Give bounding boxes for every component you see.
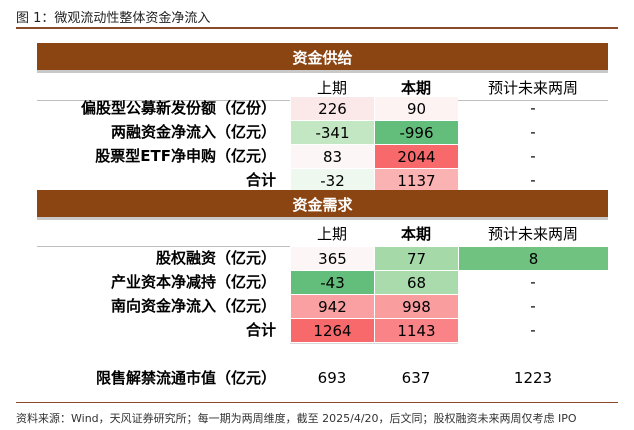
table-row: 南向资金净流入（亿元） 942 998 - (37, 294, 608, 318)
row-label: 合计 (245, 321, 276, 339)
row-label: 偏股型公募新发份额（亿份） (80, 99, 276, 117)
curr-value: 1143 (374, 318, 458, 342)
prev-value: 942 (290, 294, 374, 318)
unlock-prev: 693 (317, 369, 347, 387)
demand-bottom-rule (290, 343, 458, 344)
row-label: 股权融资（亿元） (155, 249, 276, 267)
prev-value: 1264 (290, 318, 374, 342)
curr-value: 90 (374, 96, 458, 120)
demand-header-forecast: 预计未来两周 (487, 225, 578, 243)
demand-section-bar: 资金需求 (37, 190, 608, 220)
prev-value: 226 (290, 96, 374, 120)
forecast-value: - (530, 171, 536, 189)
supply-section-bar: 资金供给 (37, 43, 608, 73)
prev-value: -43 (290, 270, 374, 294)
demand-header-prev: 上期 (316, 225, 347, 243)
supply-header-prev: 上期 (316, 79, 347, 97)
forecast-value: - (530, 147, 536, 165)
curr-value: 998 (374, 294, 458, 318)
supply-header-curr: 本期 (400, 79, 431, 97)
supply-header-forecast: 预计未来两周 (487, 79, 578, 97)
figure-title: 图 1：微观流动性整体资金净流入 (16, 11, 211, 26)
top-rule (16, 27, 618, 29)
unlock-row: 限售解禁流通市值（亿元） 693 637 1223 (37, 366, 608, 390)
source-note: 资料来源：Wind，天风证券研究所；每一期为两周维度，截至 2025/4/20，… (16, 412, 577, 425)
unlock-forecast: 1223 (513, 369, 553, 387)
forecast-value: - (530, 99, 536, 117)
row-label: 股票型ETF净申购（亿元） (95, 147, 276, 165)
table-row: 两融资金净流入（亿元） -341 -996 - (37, 120, 608, 144)
curr-value: -996 (374, 120, 458, 144)
table-row: 合计 1264 1143 - (37, 318, 608, 342)
curr-value: 68 (374, 270, 458, 294)
curr-value: 1137 (374, 168, 458, 192)
table-row: 股票型ETF净申购（亿元） 83 2044 - (37, 144, 608, 168)
demand-header-curr: 本期 (400, 225, 431, 243)
table-row: 偏股型公募新发份额（亿份） 226 90 - (37, 96, 608, 120)
table-row: 合计 -32 1137 - (37, 168, 608, 192)
bottom-rule (16, 402, 618, 403)
unlock-label: 限售解禁流通市值（亿元） (95, 369, 276, 387)
curr-value: 77 (374, 246, 458, 270)
row-label: 南向资金净流入（亿元） (110, 297, 276, 315)
prev-value: 83 (290, 144, 374, 168)
prev-value: 365 (290, 246, 374, 270)
curr-value: 2044 (374, 144, 458, 168)
table-row: 股权融资（亿元） 365 77 8 (37, 246, 608, 270)
forecast-value: - (530, 321, 536, 339)
forecast-value: - (530, 123, 536, 141)
forecast-value: - (530, 273, 536, 291)
prev-value: -32 (290, 168, 374, 192)
unlock-curr: 637 (401, 369, 431, 387)
row-label: 合计 (245, 171, 276, 189)
forecast-value: 8 (458, 246, 608, 270)
table-row: 产业资本净减持（亿元） -43 68 - (37, 270, 608, 294)
row-label: 产业资本净减持（亿元） (110, 273, 276, 291)
row-label: 两融资金净流入（亿元） (110, 123, 276, 141)
forecast-value: - (530, 297, 536, 315)
prev-value: -341 (290, 120, 374, 144)
